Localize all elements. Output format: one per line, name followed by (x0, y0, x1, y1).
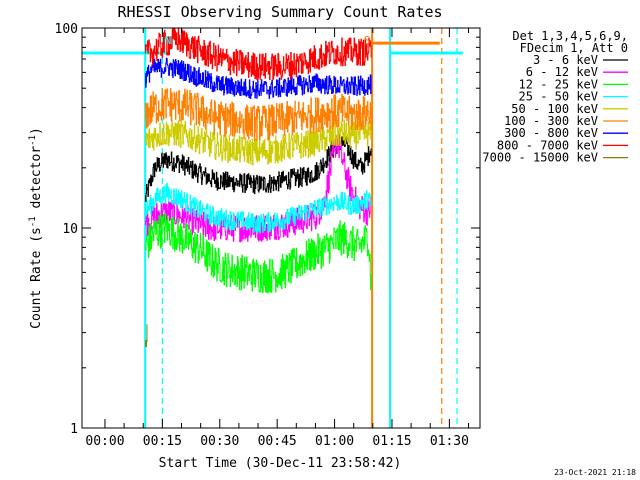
legend-header-line-1: Det 1,3,4,5,6,9, (512, 29, 628, 43)
legend-entry-label: 300 - 800 keV (504, 126, 598, 140)
legend-entry-label: 7000 - 15000 keV (482, 151, 598, 165)
x-axis-label: Start Time (30-Dec-11 23:58:42) (159, 456, 402, 471)
series-layer (145, 28, 372, 348)
legend: Det 1,3,4,5,6,9, FDecim 1, Att 0 3 - 6 k… (482, 29, 628, 165)
legend-entry-label: 100 - 300 keV (504, 114, 598, 128)
x-tick-label: 01:15 (372, 434, 411, 449)
x-tick-label: 00:45 (258, 434, 297, 449)
x-tick-label: 01:00 (315, 434, 354, 449)
series-line (145, 57, 372, 99)
series-line (145, 119, 372, 166)
y-axis: 1 10 100 (55, 22, 480, 437)
y-axis-label-sup1: -1 (28, 216, 38, 227)
timestamp: 23-Oct-2021 21:18 (554, 468, 636, 477)
y-axis-label-sup2: -1 (28, 135, 38, 146)
x-tick-label: 00:00 (85, 434, 124, 449)
legend-entry-label: 800 - 7000 keV (497, 138, 598, 152)
series-line (145, 213, 372, 294)
y-tick-label: 10 (62, 222, 78, 237)
x-tick-label: 00:30 (200, 434, 239, 449)
series-line (145, 88, 372, 141)
marker-label: S (364, 34, 371, 47)
legend-header-line-2: FDecim 1, Att 0 (520, 41, 628, 55)
series-line (145, 28, 372, 81)
legend-entry-label: 50 - 100 keV (511, 102, 598, 116)
x-axis: 00:00 00:15 00:30 00:45 01:00 01:15 01:30 (85, 28, 470, 449)
legend-entry-label: 12 - 25 keV (519, 77, 598, 91)
series-line (145, 182, 372, 234)
chart-title: RHESSI Observing Summary Count Rates (117, 3, 442, 21)
x-tick-label: 00:15 (143, 434, 182, 449)
legend-entry-label: 3 - 6 keV (533, 53, 598, 67)
y-axis-label: Count Rate (s-1 detector-1) (28, 127, 44, 329)
series-line (145, 324, 148, 348)
y-axis-label-main: Count Rate (s (29, 227, 44, 329)
x-tick-label: 01:30 (430, 434, 469, 449)
marker-label: N (165, 34, 172, 47)
legend-entry-label: 6 - 12 keV (526, 65, 598, 79)
legend-entry-label: 25 - 50 keV (519, 90, 598, 104)
y-tick-label: 100 (55, 22, 78, 37)
y-tick-label: 1 (70, 422, 78, 437)
y-axis-label-end: ) (29, 127, 44, 135)
y-axis-label-mid: detector (29, 146, 44, 217)
